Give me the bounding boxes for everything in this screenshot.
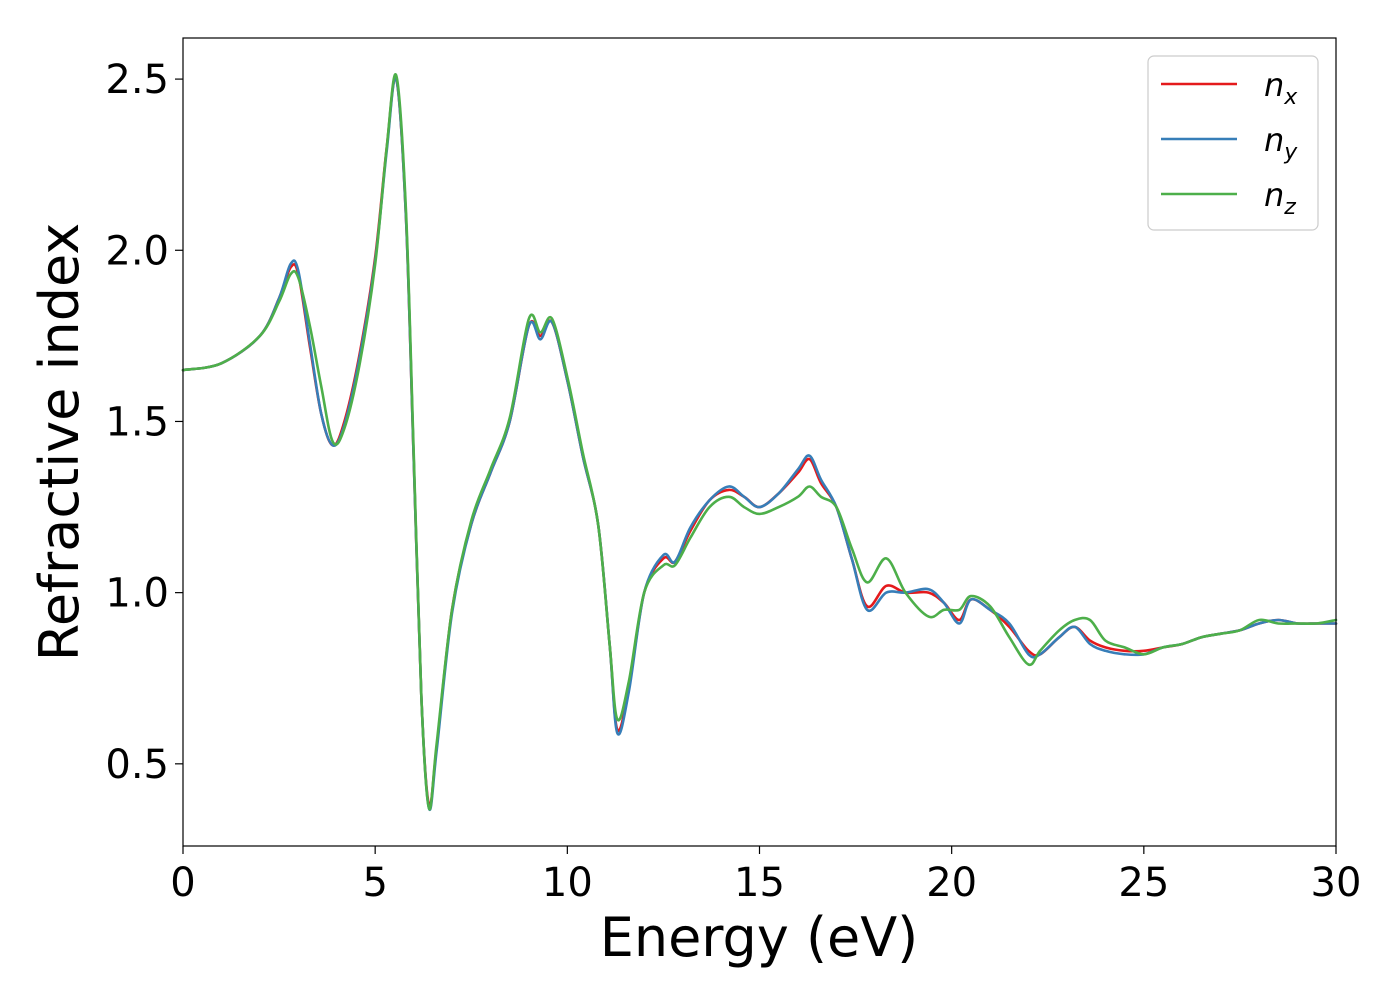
plot-background bbox=[183, 38, 1336, 846]
x-axis-title: Energy (eV) bbox=[600, 906, 919, 969]
legend-subscript-y: y bbox=[1283, 140, 1298, 165]
x-tick-label: 0 bbox=[170, 860, 195, 906]
y-tick-label: 2.5 bbox=[105, 57, 169, 103]
x-tick-label: 5 bbox=[362, 860, 387, 906]
x-tick-label: 10 bbox=[542, 860, 593, 906]
series-layer bbox=[181, 73, 1338, 812]
x-tick-label: 20 bbox=[926, 860, 977, 906]
x-tick-label: 25 bbox=[1118, 860, 1169, 906]
series-line-z bbox=[181, 73, 1338, 811]
y-tick-label: 0.5 bbox=[105, 742, 169, 788]
y-axis-title: Refractive index bbox=[28, 223, 91, 662]
y-tick-label: 1.5 bbox=[105, 399, 169, 445]
y-tick-label: 1.0 bbox=[105, 571, 169, 617]
legend-subscript-z: z bbox=[1283, 195, 1296, 220]
x-axis: 0 5 10 15 20 25 30 bbox=[170, 846, 1361, 906]
legend-box bbox=[1147, 55, 1319, 231]
x-tick-label: 30 bbox=[1311, 860, 1362, 906]
x-tick-label: 15 bbox=[734, 860, 785, 906]
y-axis: 0.5 1.0 1.5 2.0 2.5 bbox=[105, 57, 183, 788]
legend-subscript-x: x bbox=[1283, 85, 1298, 110]
y-tick-label: 2.0 bbox=[105, 228, 169, 274]
